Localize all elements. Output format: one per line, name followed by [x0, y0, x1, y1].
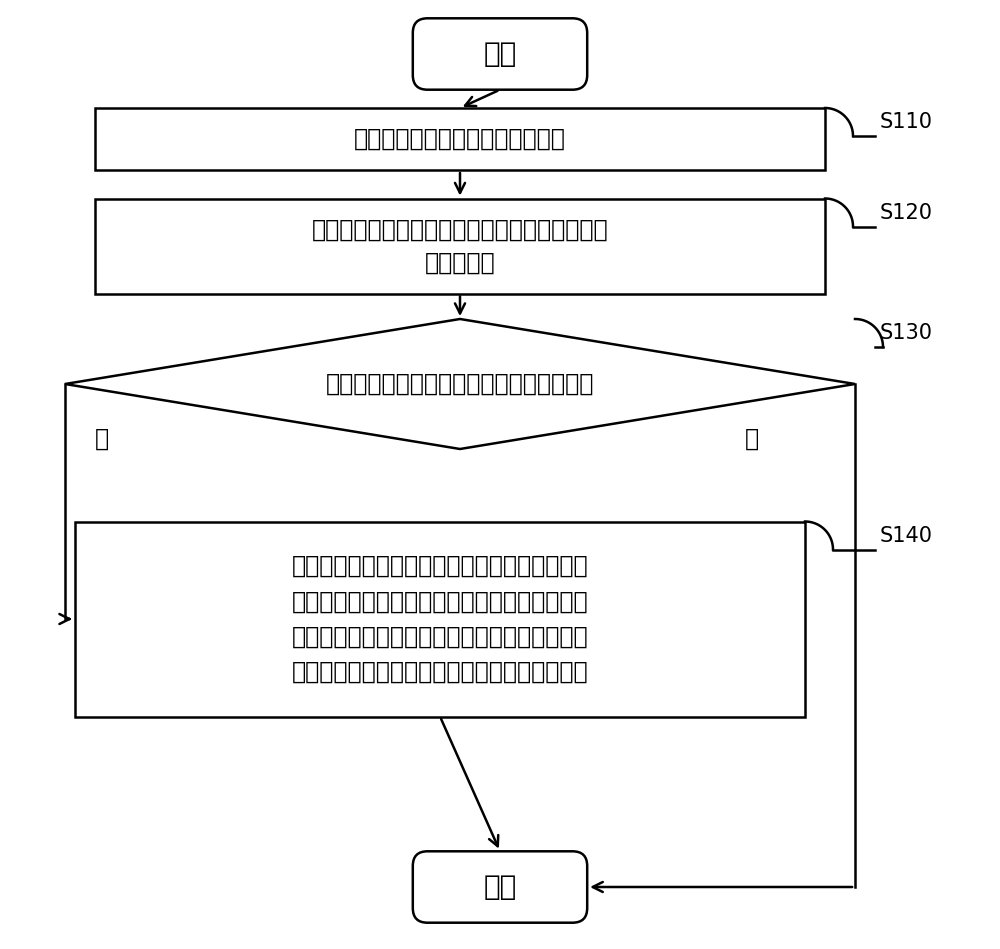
Text: S110: S110 — [880, 112, 933, 132]
Text: 开始: 开始 — [483, 40, 517, 68]
Text: S140: S140 — [880, 526, 933, 546]
Bar — [75, 522, 805, 716]
Text: 检测牙齿模型和所述手术器械是否发生碰撞: 检测牙齿模型和所述手术器械是否发生碰撞 — [326, 372, 594, 396]
Text: S130: S130 — [880, 323, 933, 343]
FancyBboxPatch shape — [413, 851, 587, 922]
Text: 结束: 结束 — [483, 873, 517, 901]
FancyBboxPatch shape — [413, 18, 587, 90]
Text: 是: 是 — [95, 427, 109, 451]
Text: 否: 否 — [745, 427, 759, 451]
Text: 响应用户的操作切割所述牙齿模型发生碰撞的部
分，根据预设的参数计算碰撞产生的力，将计算
出的碰撞产生的力发送至所述力反馈仪以便于所
述力反馈仪还原碰撞产生的力以: 响应用户的操作切割所述牙齿模型发生碰撞的部 分，根据预设的参数计算碰撞产生的力，… — [292, 554, 588, 684]
Text: S120: S120 — [880, 202, 933, 222]
Text: 关联手术器械模型和所述力反馈仪: 关联手术器械模型和所述力反馈仪 — [354, 127, 566, 151]
Polygon shape — [65, 319, 855, 449]
Bar — [95, 108, 825, 170]
Bar — [95, 198, 825, 293]
Text: 响应用户对所述力反馈仪移动的操作控制手术器
械模型移动: 响应用户对所述力反馈仪移动的操作控制手术器 械模型移动 — [312, 217, 608, 275]
